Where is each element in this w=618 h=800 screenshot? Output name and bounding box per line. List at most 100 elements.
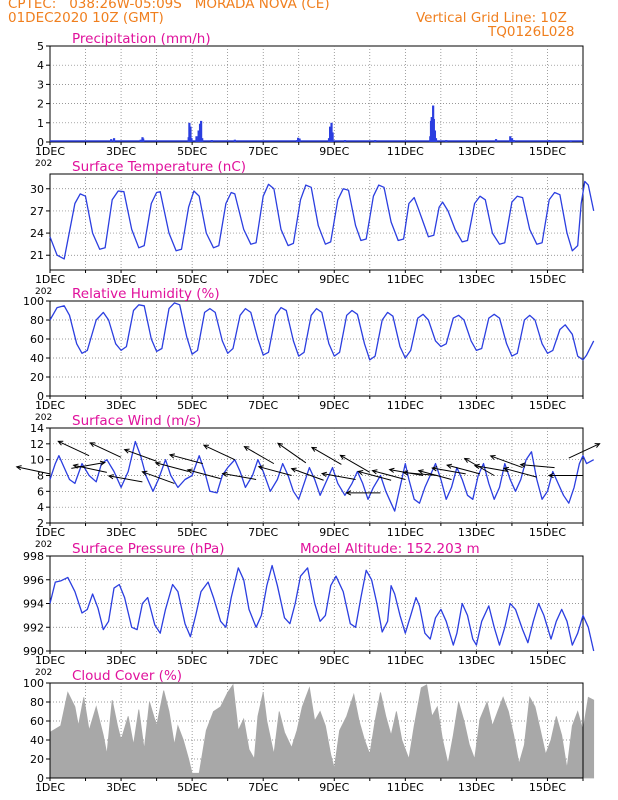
temp-xtick-label: 11DEC bbox=[387, 273, 424, 286]
rh-ytick-label: 20 bbox=[30, 371, 44, 384]
precip-bar bbox=[142, 138, 145, 142]
cloud-xtick-label: 9DEC bbox=[319, 781, 349, 794]
wind-ytick-label: 6 bbox=[37, 485, 44, 498]
precip-xtick-label: 1DEC bbox=[35, 145, 65, 158]
rh-title: Relative Humidity (%) bbox=[72, 286, 220, 302]
wind-arrow-shaft bbox=[244, 446, 275, 465]
wind-arrow-shaft bbox=[142, 471, 175, 484]
precip-bar bbox=[112, 138, 116, 142]
cloud-xtick-label: 15DEC bbox=[529, 781, 566, 794]
temp-ytick-label: 24 bbox=[30, 227, 44, 240]
temp-ytick-label: 21 bbox=[30, 249, 44, 262]
pres-xtick-label: 13DEC bbox=[458, 654, 495, 667]
wind-arrow-shaft bbox=[124, 449, 157, 462]
wind-arrow bbox=[89, 442, 122, 458]
pres-title: Surface Pressure (hPa) bbox=[72, 541, 225, 557]
wind-arrow bbox=[277, 442, 307, 464]
temp-xtick-label: 5DEC bbox=[177, 273, 207, 286]
wind-arrow bbox=[243, 446, 275, 465]
precip-year-fragment: 202 bbox=[35, 159, 52, 169]
wind-arrow bbox=[72, 463, 107, 473]
wind-arrow-head bbox=[99, 460, 106, 466]
pres-ytick-label: 996 bbox=[23, 574, 44, 587]
wind-arrow bbox=[57, 440, 90, 457]
wind-arrow-shaft bbox=[90, 442, 122, 458]
temp-line bbox=[49, 180, 595, 260]
wind-arrow bbox=[290, 467, 324, 481]
temp-xtick-label: 1DEC bbox=[35, 273, 65, 286]
wind-arrow-head bbox=[221, 471, 228, 477]
wind-xtick-label: 7DEC bbox=[248, 526, 278, 539]
wind-arrow bbox=[568, 443, 601, 459]
cloud-area bbox=[49, 683, 595, 779]
rh-xtick-label: 11DEC bbox=[387, 399, 424, 412]
wind-arrow bbox=[320, 471, 356, 480]
wind-arrow-shaft bbox=[169, 454, 203, 465]
rh-ytick-label: 100 bbox=[23, 295, 44, 308]
wind-arrow bbox=[15, 465, 51, 475]
wind-arrow bbox=[154, 461, 189, 473]
wind-arrow bbox=[402, 470, 438, 476]
cloud-ytick-label: 80 bbox=[30, 696, 44, 709]
temp-frame bbox=[49, 173, 584, 271]
precip-bar bbox=[195, 136, 198, 142]
precip-bar bbox=[512, 140, 515, 142]
precip-bar bbox=[343, 140, 347, 142]
cloud-xtick-label: 3DEC bbox=[106, 781, 136, 794]
pres-xtick-label: 15DEC bbox=[529, 654, 566, 667]
rh-ytick-label: 80 bbox=[30, 314, 44, 327]
precip-bar bbox=[189, 126, 192, 142]
pres-xtick-label: 5DEC bbox=[177, 654, 207, 667]
wind-xtick-label: 3DEC bbox=[106, 526, 136, 539]
rh-ytick-label: 0 bbox=[37, 390, 44, 403]
temp-ytick-label: 27 bbox=[30, 205, 44, 218]
precip-ytick-label: 1 bbox=[37, 117, 44, 130]
wind-arrow-head bbox=[417, 469, 424, 475]
wind-arrow bbox=[339, 454, 371, 473]
wind-ytick-label: 2 bbox=[37, 517, 44, 530]
run-code: TQ0126L028 bbox=[488, 24, 575, 40]
precip-bar bbox=[509, 136, 512, 142]
wind-arrow-head bbox=[290, 467, 297, 473]
cloud-ytick-label: 100 bbox=[23, 677, 44, 690]
wind-arrow-head bbox=[186, 468, 193, 474]
rh-frame bbox=[49, 300, 584, 397]
rh-xtick-label: 1DEC bbox=[35, 399, 65, 412]
wind-arrow-shaft bbox=[446, 464, 481, 475]
wind-xtick-label: 5DEC bbox=[177, 526, 207, 539]
rh-ytick-label: 40 bbox=[30, 352, 44, 365]
temp-title: Surface Temperature (nC) bbox=[72, 159, 246, 175]
temp-xtick-label: 7DEC bbox=[248, 273, 278, 286]
wind-arrow bbox=[502, 466, 537, 478]
wind-arrow-head bbox=[202, 444, 209, 450]
wind-arrow bbox=[202, 444, 235, 461]
pres-line bbox=[49, 564, 595, 652]
wind-arrow-head bbox=[57, 440, 64, 446]
precip-bar bbox=[331, 132, 334, 142]
wind-arrow-head bbox=[431, 466, 438, 472]
precip-xtick-label: 13DEC bbox=[458, 145, 495, 158]
precip-bar bbox=[201, 138, 204, 142]
wind-arrow-shaft bbox=[258, 466, 292, 476]
cloud-xtick-label: 1DEC bbox=[35, 781, 65, 794]
precip-bar bbox=[434, 138, 438, 142]
cloud-panel: 0 20 40 60 80 100 1DEC 3DEC 5DEC 7DEC 9DEC 11DEC 13D… bbox=[23, 668, 595, 794]
precip-bar bbox=[433, 130, 437, 142]
wind-arrow-shaft bbox=[340, 454, 371, 473]
wind-arrow-shaft bbox=[203, 444, 235, 461]
vertical-grid-note: Vertical Grid Line: 10Z bbox=[416, 10, 567, 26]
precip-xtick-label: 3DEC bbox=[106, 145, 136, 158]
rh-panel: 0 20 40 60 80 100 1DEC 3DEC 5DEC 7DEC 9DEC 11DEC 13D… bbox=[23, 286, 595, 423]
wind-arrow-head bbox=[519, 462, 526, 468]
wind-arrow-head bbox=[402, 470, 409, 476]
precip-bar bbox=[510, 138, 514, 142]
wind-arrow-head bbox=[168, 453, 175, 459]
pres-xtick-label: 9DEC bbox=[319, 654, 349, 667]
wind-arrow-head bbox=[141, 470, 148, 476]
wind-arrow bbox=[141, 470, 175, 484]
precip-bar bbox=[569, 140, 572, 142]
wind-xtick-label: 9DEC bbox=[319, 526, 349, 539]
rh-line bbox=[49, 302, 595, 361]
cloud-ytick-label: 20 bbox=[30, 753, 44, 766]
temp-ytick-label: 30 bbox=[30, 183, 44, 196]
